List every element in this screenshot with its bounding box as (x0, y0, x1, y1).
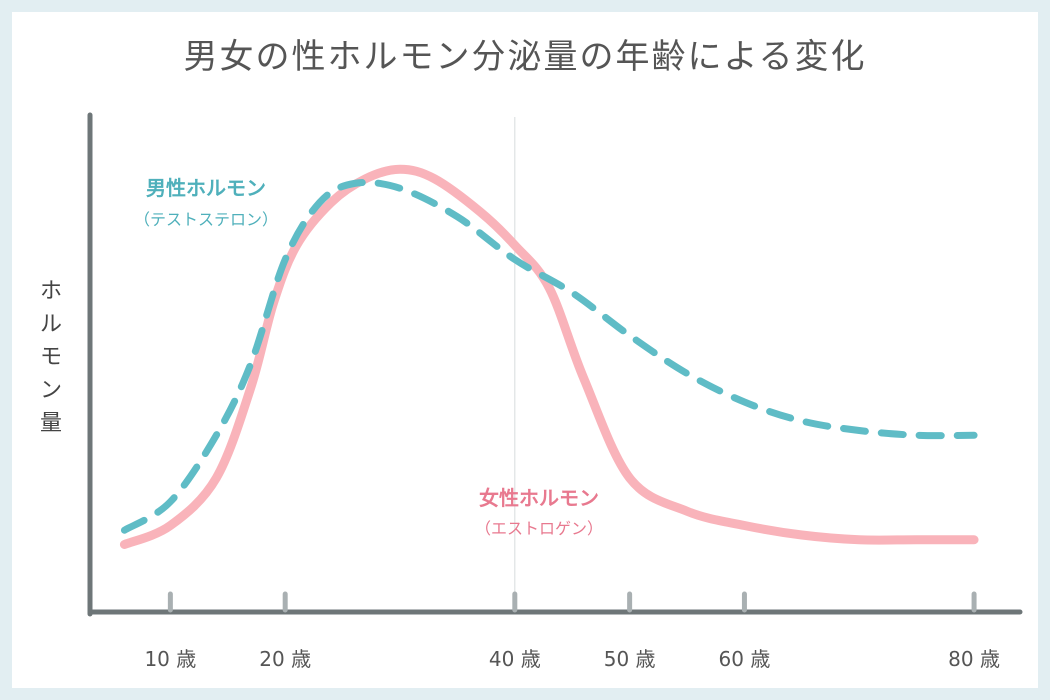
y-axis-label: ホルモン量 (40, 279, 62, 436)
female-hormone-line (119, 164, 979, 549)
male-hormone-line (120, 178, 978, 534)
x-tick-label-10: 10 歳 (144, 647, 196, 671)
chart-card: 男女の性ホルモン分泌量の年齢による変化 10 歳 20 歳 40 歳 50 歳 60 歳… (12, 12, 1038, 688)
x-tick-label-80: 80 歳 (948, 647, 1000, 671)
female-hormone-label: 女性ホルモン (479, 486, 599, 510)
chart-title: 男女の性ホルモン分泌量の年齢による変化 (184, 37, 867, 77)
female-hormone-sublabel: （エストロゲン） (475, 519, 603, 538)
x-tick-label-40: 40 歳 (489, 647, 541, 671)
x-tick-label-60: 60 歳 (719, 647, 771, 671)
x-tick-label-20: 20 歳 (259, 647, 311, 671)
male-hormone-sublabel: （テストステロン） (134, 210, 278, 229)
x-tick-label-50: 50 歳 (604, 647, 656, 671)
hormone-chart: 男女の性ホルモン分泌量の年齢による変化 10 歳 20 歳 40 歳 50 歳 60 歳… (40, 37, 1023, 671)
male-hormone-label: 男性ホルモン (146, 176, 266, 200)
